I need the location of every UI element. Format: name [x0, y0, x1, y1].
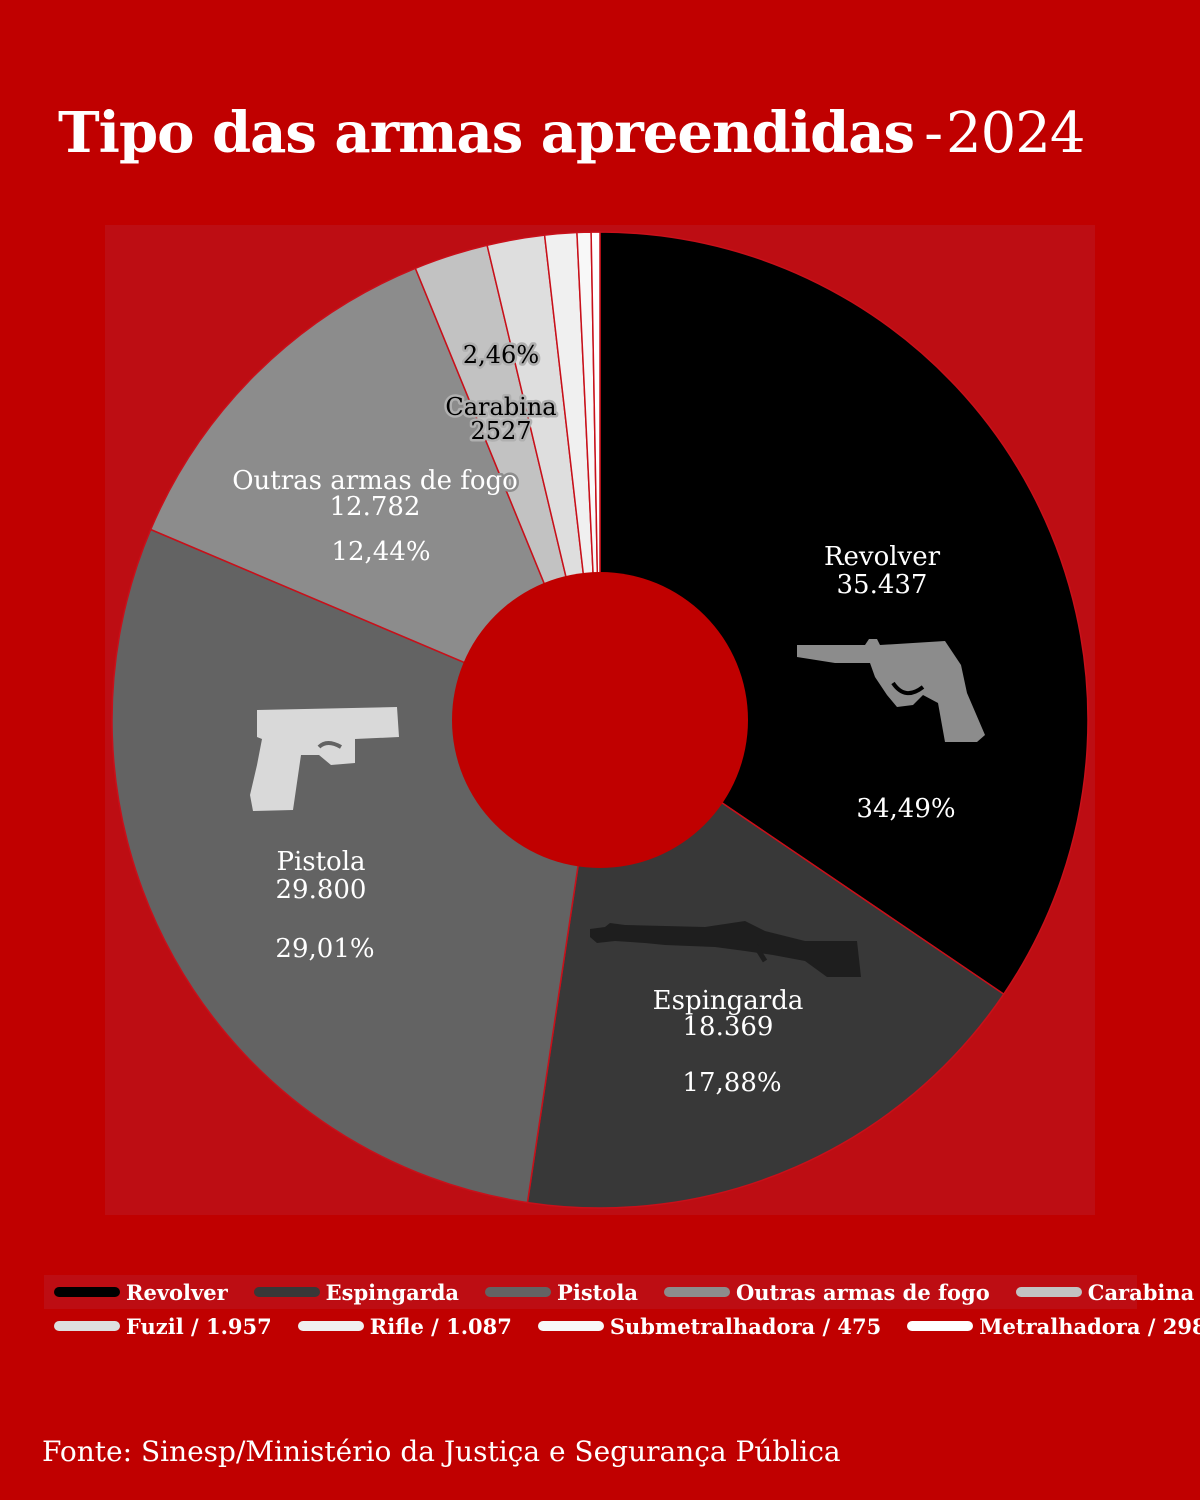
chart-title-dash: - [924, 101, 943, 166]
revolver-icon [797, 639, 985, 742]
slice-revolver [599, 231, 1089, 996]
slice-value: 2527 [470, 417, 531, 445]
slice-label: Pistola [276, 847, 365, 877]
slice-value: 12.782 [330, 492, 421, 522]
slice-percent: 29,01% [275, 934, 374, 964]
slice-value: 29.800 [276, 875, 367, 905]
legend: Revolver Espingarda Pistola Outras armas de… [44, 1275, 1200, 1343]
legend-swatch [907, 1321, 974, 1331]
legend-item: Espingarda [244, 1280, 459, 1305]
source-note: Fonte: Sinesp/Ministério da Justiça e Se… [42, 1435, 841, 1468]
slice-label: Espingarda [653, 986, 804, 1016]
legend-label: Metralhadora / 298 [979, 1313, 1200, 1339]
slice-value: 18.369 [683, 1012, 774, 1042]
slice-outras-armas-de-fogo [149, 267, 602, 722]
legend-swatch [253, 1287, 320, 1297]
slice-label: Outras armas de fogo [232, 466, 518, 496]
legend-item: Rifle / 1.087 [288, 1314, 512, 1339]
chart-title-year: 2024 [946, 101, 1086, 166]
chart-title-main: Tipo das armas apreendidas [58, 100, 915, 166]
shotgun-icon [590, 921, 861, 977]
pistol-icon [250, 707, 399, 811]
legend-item: Outras armas de fogo [654, 1280, 990, 1305]
legend-swatch [663, 1287, 730, 1297]
legend-label: Espingarda [325, 1279, 460, 1305]
legend-label: Submetralhadora / 475 [609, 1313, 882, 1339]
legend-swatch [537, 1321, 604, 1331]
legend-label: Fuzil / 1.957 [126, 1313, 272, 1339]
legend-label: Pistola [557, 1279, 638, 1305]
legend-swatch [485, 1287, 552, 1297]
legend-swatch [54, 1287, 120, 1297]
slice-label: Carabina [445, 393, 556, 421]
slice-percent: 12,44% [331, 537, 430, 567]
legend-row: Revolver Espingarda Pistola Outras armas de… [44, 1275, 1194, 1309]
slice-value: 35.437 [837, 570, 928, 600]
slice-percent: 2,46% [463, 341, 539, 369]
legend-item: Revolver [44, 1280, 228, 1305]
chart-panel: Revolver 35.437 34,49% Espingarda 18.369 17,8… [105, 225, 1095, 1215]
slice-percent: 34,49% [856, 794, 955, 824]
legend-label: Outras armas de fogo [735, 1279, 990, 1305]
legend-row: Fuzil / 1.957 Rifle / 1.087 Submetralhador… [44, 1309, 1200, 1343]
slice-label: Revolver [824, 542, 941, 572]
legend-item: Pistola [475, 1280, 638, 1305]
legend-item: Fuzil / 1.957 [44, 1314, 272, 1339]
legend-item: Submetralhadora / 475 [528, 1314, 881, 1339]
legend-swatch [297, 1321, 364, 1331]
legend-label: Revolver [126, 1279, 228, 1305]
legend-item: Metralhadora / 298 [897, 1314, 1200, 1339]
legend-swatch [1015, 1287, 1082, 1297]
legend-swatch [54, 1321, 120, 1331]
slice-percent: 17,88% [682, 1068, 781, 1098]
donut-hole [452, 572, 748, 868]
legend-label: Carabina [1087, 1279, 1195, 1305]
chart-title: Tipo das armas apreendidas -2024 [58, 100, 1086, 166]
legend-label: Rifle / 1.087 [369, 1313, 512, 1339]
legend-item: Carabina [1006, 1279, 1195, 1305]
